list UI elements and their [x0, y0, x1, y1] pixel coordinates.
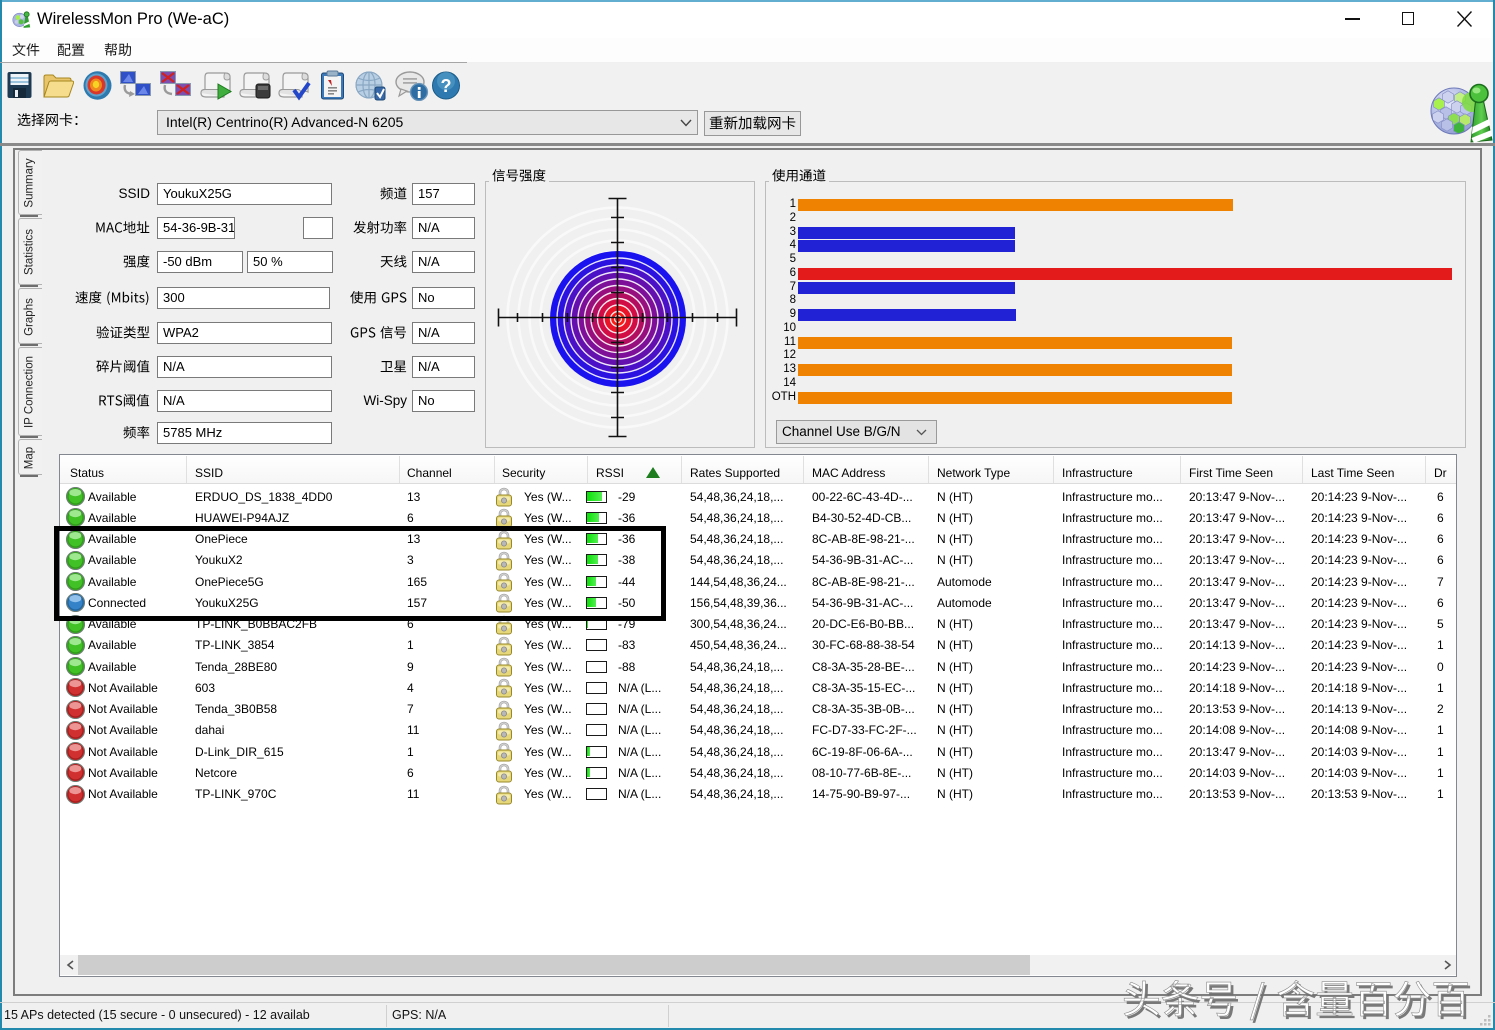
svg-text:?: ? [441, 76, 452, 96]
